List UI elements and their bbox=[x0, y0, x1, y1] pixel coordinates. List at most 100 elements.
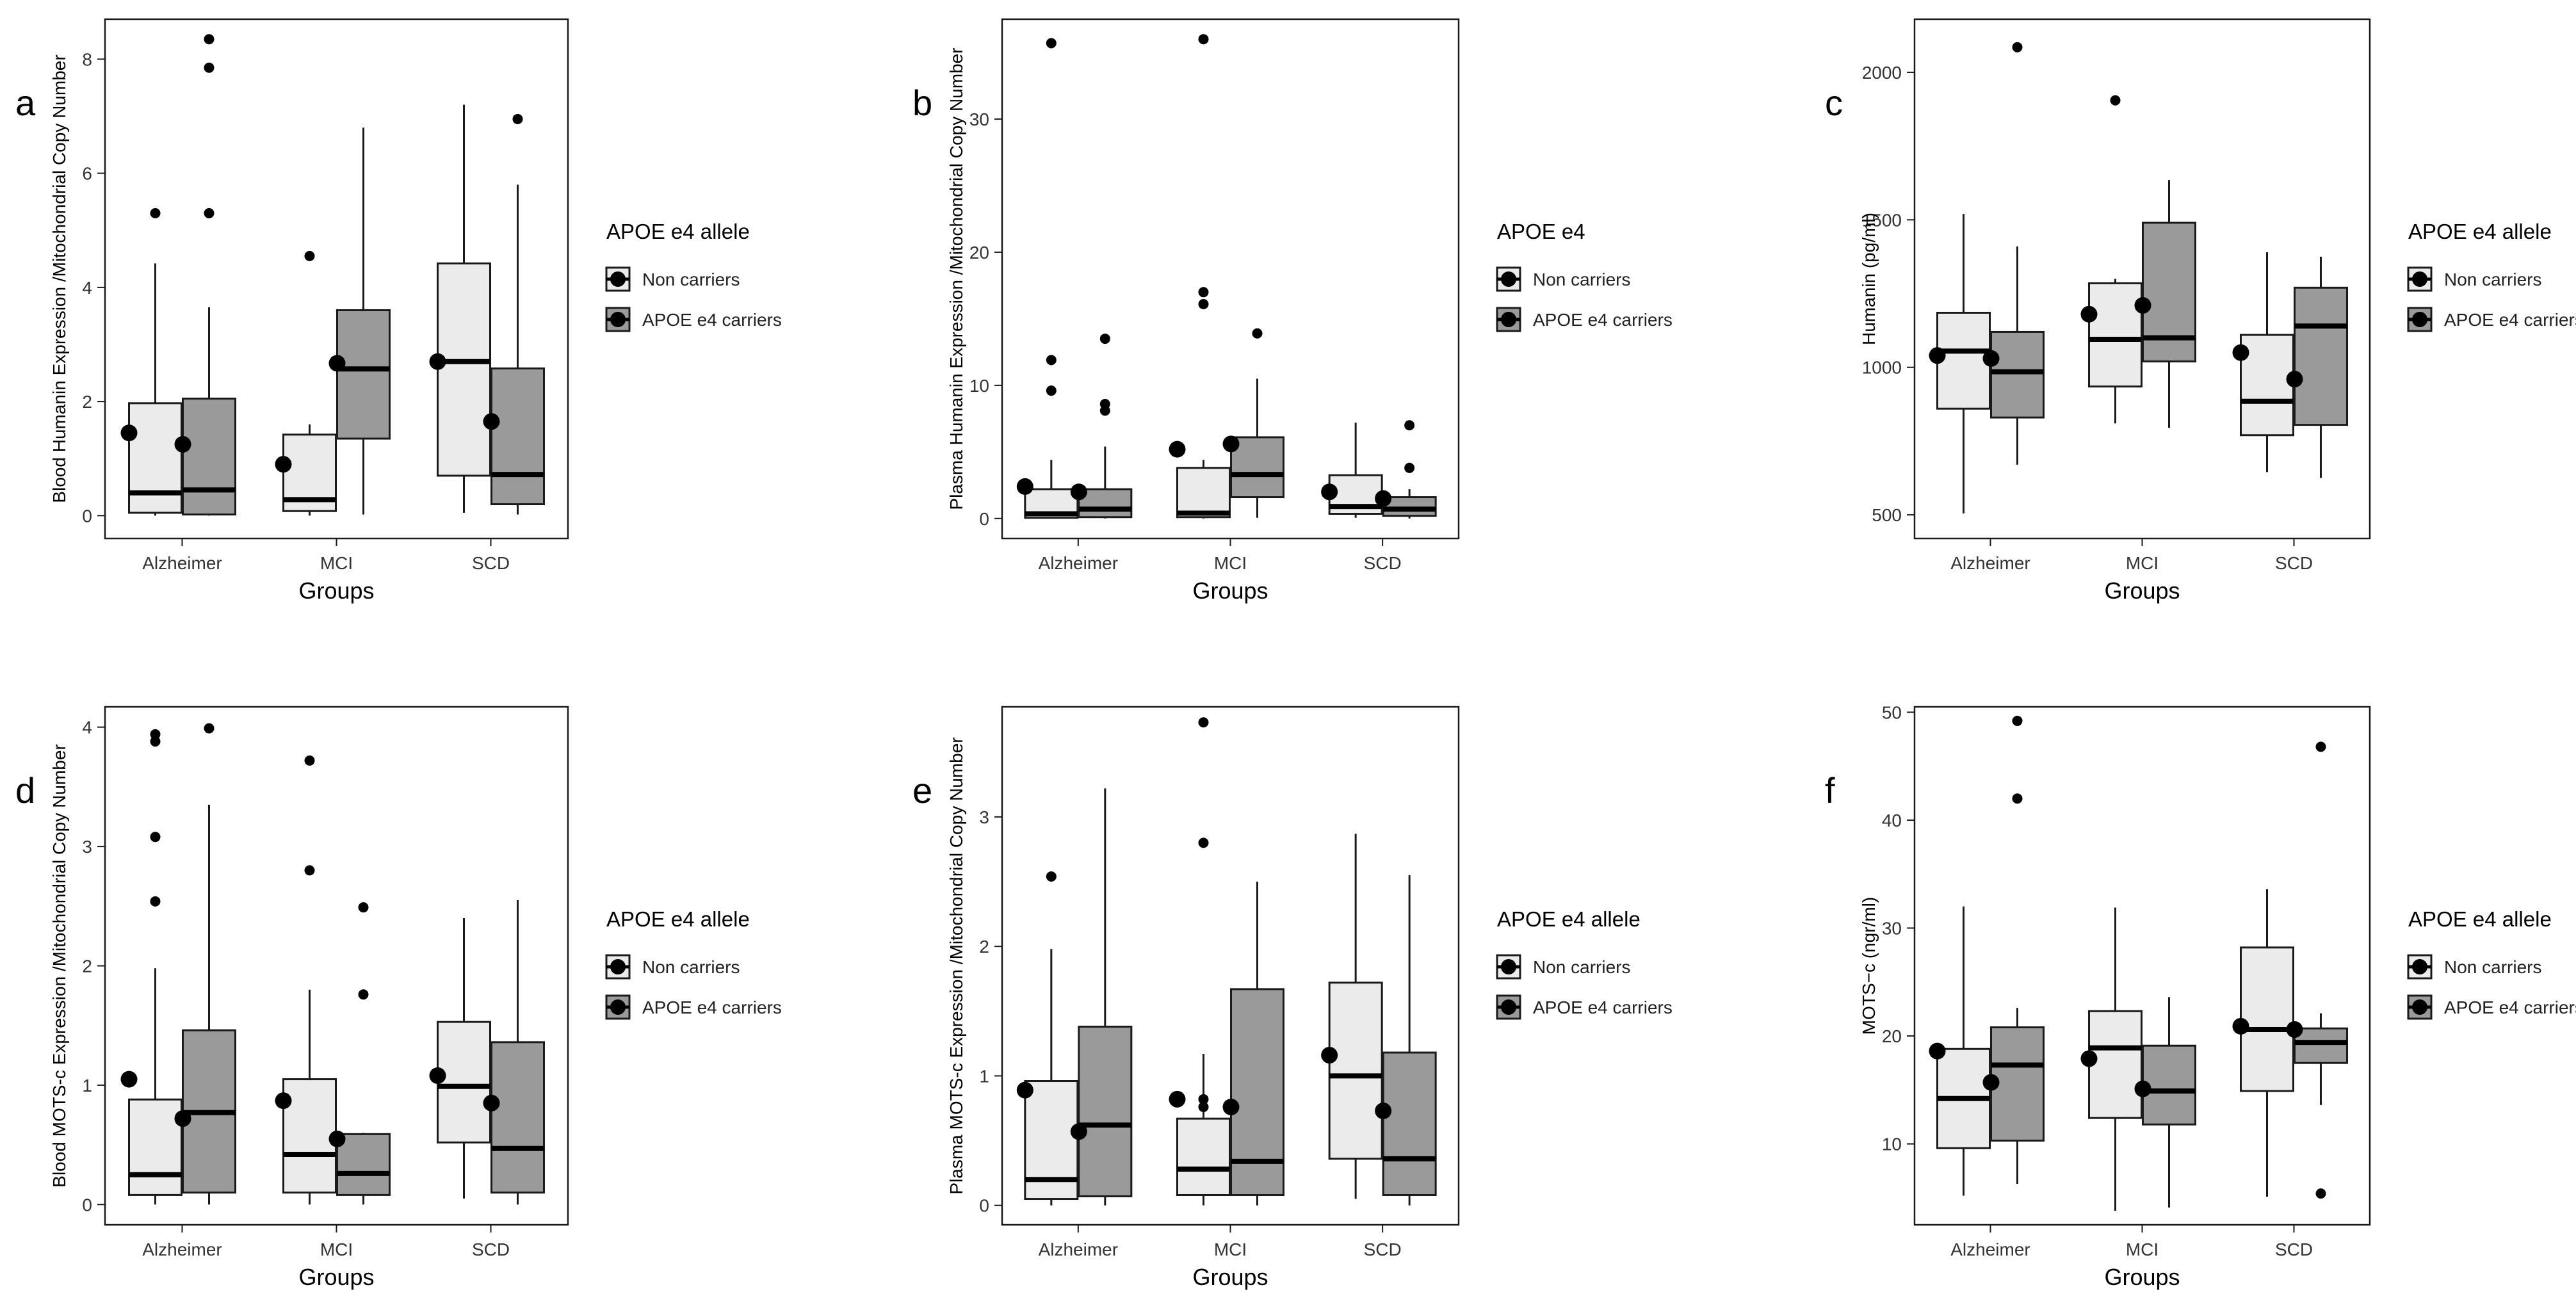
box-non-carriers-alzheimer bbox=[120, 208, 182, 516]
mean-point bbox=[275, 1092, 292, 1110]
x-tick-label: SCD bbox=[2275, 553, 2313, 573]
mean-point bbox=[1169, 440, 1186, 458]
y-tick-label: 1 bbox=[82, 1076, 92, 1095]
legend-entry-label: Non carriers bbox=[642, 270, 740, 289]
legend-key-point bbox=[610, 999, 626, 1015]
x-tick-label: SCD bbox=[472, 553, 510, 573]
y-tick-label: 2 bbox=[82, 392, 92, 412]
box-body bbox=[128, 1098, 182, 1196]
y-tick-label: 4 bbox=[82, 278, 92, 298]
mean-point bbox=[1982, 350, 2000, 367]
legend-key-point bbox=[2412, 959, 2427, 974]
y-tick-label: 8 bbox=[82, 49, 92, 69]
legend-entry-label: Non carriers bbox=[2444, 957, 2541, 977]
legend-key-point bbox=[1501, 959, 1516, 974]
x-axis-label: Groups bbox=[1192, 578, 1268, 604]
panel-label: a bbox=[15, 83, 36, 123]
panel-label: c bbox=[1825, 83, 1843, 123]
legend-title: APOE e4 allele bbox=[606, 907, 750, 931]
box-carriers-scd bbox=[1375, 875, 1437, 1206]
outlier-point bbox=[204, 723, 215, 734]
legend-entry-label: APOE e4 carriers bbox=[2444, 998, 2576, 1017]
legend-key-point bbox=[2412, 271, 2427, 287]
box-body bbox=[282, 1078, 337, 1194]
outlier-point bbox=[204, 208, 215, 219]
y-tick-label: 50 bbox=[1882, 702, 1902, 722]
legend-entry-label: APOE e4 carriers bbox=[2444, 310, 2576, 330]
y-tick-label: 6 bbox=[82, 164, 92, 184]
outlier-point bbox=[150, 208, 161, 219]
y-tick-label: 20 bbox=[969, 243, 989, 263]
panel-label: e bbox=[912, 770, 932, 811]
mean-point bbox=[328, 355, 346, 372]
box-body bbox=[336, 309, 391, 440]
x-axis-label: Groups bbox=[1192, 1264, 1268, 1290]
outlier-point bbox=[1198, 717, 1209, 728]
x-tick-label: MCI bbox=[320, 1240, 353, 1259]
mean-point bbox=[1070, 1123, 1087, 1140]
legend: APOE e4 allele Non carriers APOE e4 carrie… bbox=[605, 907, 782, 1020]
x-tick-label: MCI bbox=[1214, 553, 1247, 573]
outlier-point bbox=[2012, 793, 2023, 804]
y-tick-label: 2 bbox=[82, 957, 92, 976]
outlier-point bbox=[204, 34, 215, 45]
y-tick-label: 10 bbox=[969, 376, 989, 396]
outlier-point bbox=[304, 755, 315, 766]
panel-label: f bbox=[1825, 770, 1835, 811]
box-carriers-mci bbox=[1222, 328, 1284, 518]
outlier-point bbox=[1046, 871, 1057, 882]
box-body bbox=[1990, 1026, 2045, 1142]
box-non-carriers-mci bbox=[275, 755, 337, 1205]
x-tick-label: Alzheimer bbox=[142, 553, 222, 573]
box-carriers-mci bbox=[328, 127, 391, 515]
mean-point bbox=[1070, 483, 1087, 501]
box-body bbox=[2240, 946, 2294, 1092]
mean-point bbox=[2080, 305, 2098, 323]
y-axis-label: Blood MOTS-c Expression /Mitochondrial C… bbox=[49, 744, 69, 1187]
x-axis-label: Groups bbox=[2104, 578, 2180, 604]
mean-point bbox=[1016, 1081, 1033, 1099]
outlier-point bbox=[2012, 42, 2023, 53]
legend-title: APOE e4 allele bbox=[2408, 220, 2552, 243]
box-body bbox=[437, 1021, 491, 1143]
y-tick-label: 0 bbox=[979, 509, 989, 529]
legend-entry-label: Non carriers bbox=[642, 957, 740, 977]
mean-point bbox=[120, 1071, 138, 1088]
x-tick-label: Alzheimer bbox=[1950, 553, 2030, 573]
mean-point bbox=[1375, 490, 1392, 507]
box-body bbox=[2240, 334, 2294, 437]
panel-label: d bbox=[15, 770, 35, 811]
box-non-carriers-mci bbox=[1169, 717, 1231, 1206]
box-body bbox=[1078, 488, 1133, 519]
mean-point bbox=[174, 435, 191, 453]
x-tick-label: Alzheimer bbox=[1039, 553, 1118, 573]
mean-point bbox=[2286, 1021, 2303, 1038]
outlier-point bbox=[512, 113, 523, 124]
box-non-carriers-scd bbox=[429, 104, 491, 513]
box-body bbox=[2142, 1044, 2196, 1126]
y-tick-label: 10 bbox=[1882, 1135, 1902, 1154]
mean-point bbox=[1016, 478, 1033, 495]
x-tick-label: MCI bbox=[2126, 1240, 2159, 1259]
box-carriers-scd bbox=[483, 113, 545, 515]
panel-e: e 0 1 2 3 Plasma MOTS-c Expression /Mitochond… bbox=[912, 706, 1673, 1290]
box-carriers-alzheimer bbox=[1070, 788, 1133, 1206]
mean-point bbox=[120, 424, 138, 442]
box-non-carriers-scd bbox=[2232, 252, 2294, 473]
x-axis-label: Groups bbox=[298, 578, 374, 604]
mean-point bbox=[483, 1094, 500, 1111]
outlier-point bbox=[1046, 385, 1057, 396]
y-tick-label: 0 bbox=[82, 506, 92, 526]
box-non-carriers-scd bbox=[2232, 889, 2294, 1197]
y-axis-label: Humanin (pg/ml) bbox=[1859, 213, 1879, 345]
outlier-point bbox=[204, 62, 215, 73]
legend: APOE e4 Non carriers APOE e4 carriers bbox=[1496, 220, 1673, 332]
legend: APOE e4 allele Non carriers APOE e4 carrie… bbox=[2407, 907, 2576, 1020]
legend-entry-label: APOE e4 carriers bbox=[642, 998, 782, 1017]
y-tick-label: 30 bbox=[969, 109, 989, 129]
panel-a: a 0 2 4 6 8 Blood Humanin Expression /Mitochon… bbox=[15, 18, 782, 604]
box-non-carriers-scd bbox=[1321, 834, 1383, 1199]
y-tick-label: 3 bbox=[82, 837, 92, 857]
box-body bbox=[1176, 1117, 1231, 1196]
